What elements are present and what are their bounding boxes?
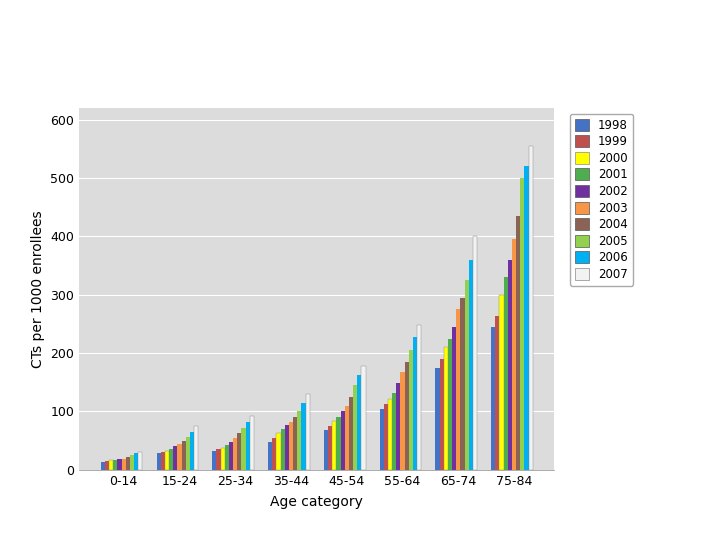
Bar (165, 450, 169, 470)
Bar (305, 394, 310, 470)
Bar (444, 347, 448, 470)
Bar (194, 426, 198, 470)
Bar (105, 461, 109, 470)
Bar (448, 339, 452, 470)
Bar (413, 337, 417, 470)
Bar (384, 404, 388, 470)
Bar (241, 428, 246, 470)
Bar (500, 295, 503, 470)
Bar (101, 462, 105, 470)
Bar (268, 442, 272, 470)
Bar (345, 406, 349, 470)
Bar (456, 309, 460, 470)
Bar (302, 403, 305, 470)
Bar (464, 280, 469, 470)
Bar (297, 411, 302, 470)
Bar (156, 454, 161, 470)
Bar (109, 461, 113, 470)
Bar (284, 426, 289, 470)
Bar (177, 444, 181, 470)
Bar (353, 385, 357, 470)
Bar (272, 438, 276, 470)
Bar (336, 417, 341, 470)
Bar (324, 430, 328, 470)
Bar (388, 399, 392, 470)
Bar (134, 454, 138, 470)
Bar (528, 146, 533, 470)
Bar (281, 429, 284, 470)
Bar (436, 368, 439, 470)
Bar (524, 166, 528, 470)
Bar (409, 350, 413, 470)
Bar (417, 325, 421, 470)
Bar (217, 449, 220, 470)
Bar (225, 446, 229, 470)
Bar (473, 237, 477, 470)
Bar (174, 447, 177, 470)
Bar (503, 277, 508, 470)
Bar (113, 460, 117, 470)
X-axis label: Age category: Age category (271, 495, 363, 509)
Bar (495, 316, 500, 470)
Bar (491, 327, 495, 470)
Bar (250, 416, 254, 470)
Bar (190, 432, 194, 470)
Bar (122, 458, 126, 470)
Bar (328, 426, 332, 470)
Bar (439, 359, 444, 470)
Bar (229, 442, 233, 470)
Bar (405, 362, 409, 470)
Text: CT use by Age and Year: CT use by Age and Year (22, 26, 351, 54)
Bar (521, 178, 524, 470)
Bar (400, 372, 405, 470)
Bar (349, 397, 353, 470)
Bar (469, 260, 473, 470)
Bar (289, 422, 293, 470)
Bar (460, 298, 464, 470)
Bar (396, 383, 400, 470)
Bar (126, 457, 130, 470)
Bar (361, 366, 366, 470)
Legend: 1998, 1999, 2000, 2001, 2002, 2003, 2004, 2005, 2006, 2007: 1998, 1999, 2000, 2001, 2002, 2003, 2004… (570, 114, 633, 286)
Bar (130, 455, 134, 470)
Bar (512, 239, 516, 470)
Bar (169, 449, 174, 470)
Y-axis label: CTs per 1000 enrollees: CTs per 1000 enrollees (31, 210, 45, 368)
Bar (186, 437, 190, 470)
Bar (508, 260, 512, 470)
Bar (117, 460, 122, 470)
Bar (341, 411, 345, 470)
Bar (161, 453, 165, 470)
Bar (332, 421, 336, 470)
Bar (516, 216, 521, 470)
Bar (212, 451, 217, 470)
Bar (293, 417, 297, 470)
Bar (220, 448, 225, 470)
Bar (138, 451, 143, 470)
Bar (246, 422, 250, 470)
Bar (392, 393, 396, 470)
Bar (357, 375, 361, 470)
Bar (233, 438, 238, 470)
Bar (379, 409, 384, 470)
Bar (276, 433, 281, 470)
Bar (452, 327, 456, 470)
Bar (181, 441, 186, 470)
Bar (238, 433, 241, 470)
